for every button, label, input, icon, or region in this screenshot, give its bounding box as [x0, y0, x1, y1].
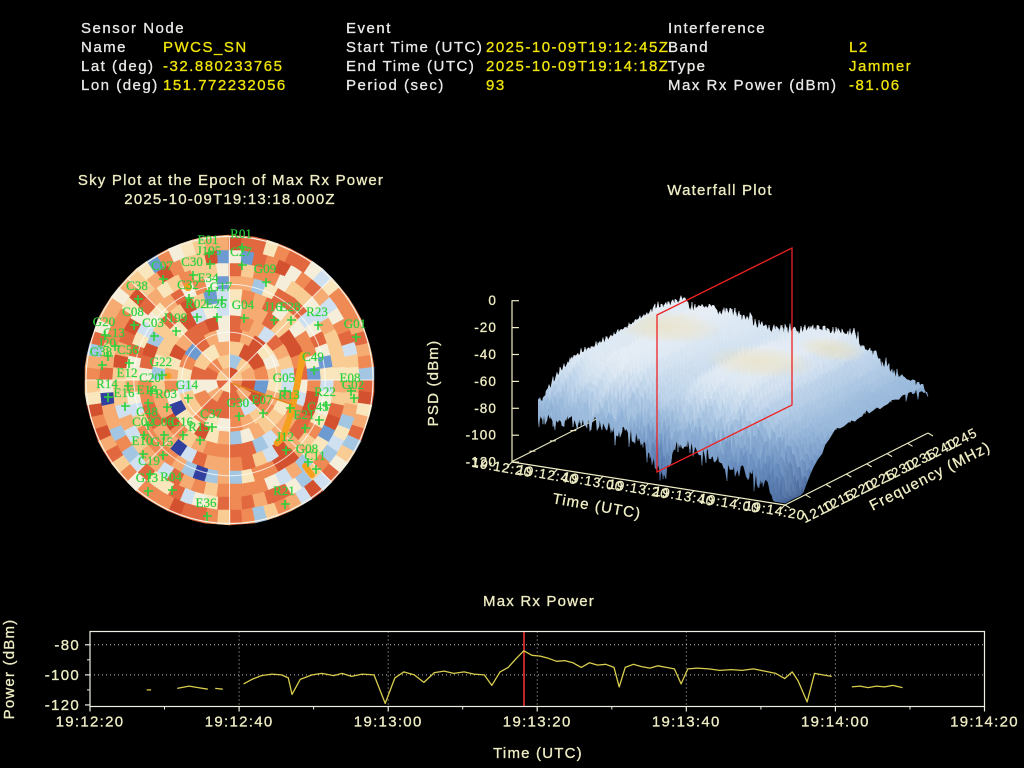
svg-text:C08: C08: [122, 304, 144, 319]
svg-text:2025-10-09T19:13:18.000Z: 2025-10-09T19:13:18.000Z: [124, 191, 335, 208]
svg-text:E18: E18: [137, 382, 158, 397]
svg-text:19:13:20: 19:13:20: [503, 714, 572, 731]
svg-text:19:13:40: 19:13:40: [652, 714, 721, 731]
svg-text:E07: E07: [252, 392, 273, 407]
svg-text:C27: C27: [230, 244, 252, 259]
svg-text:J16: J16: [264, 299, 283, 314]
svg-text:E12: E12: [117, 365, 138, 380]
svg-text:G38: G38: [90, 344, 112, 359]
svg-text:C13: C13: [103, 325, 125, 340]
svg-text:-100: -100: [45, 667, 80, 684]
svg-text:Time (UTC): Time (UTC): [493, 745, 583, 762]
svg-text:G02: G02: [342, 377, 364, 392]
svg-text:G17: G17: [210, 279, 233, 294]
svg-text:G09: G09: [254, 261, 276, 276]
svg-text:E10: E10: [132, 433, 153, 448]
svg-text:19:12:40: 19:12:40: [205, 714, 274, 731]
svg-text:J20: J20: [98, 335, 116, 350]
svg-text:-20: -20: [474, 320, 497, 335]
svg-text:C30: C30: [181, 254, 203, 269]
svg-text:E08: E08: [340, 370, 361, 385]
svg-text:G30: G30: [227, 395, 249, 410]
svg-text:E01: E01: [198, 232, 219, 247]
svg-text:G16: G16: [171, 414, 194, 429]
svg-text:19:14:20: 19:14:20: [950, 714, 1019, 731]
svg-text:0: 0: [488, 293, 497, 308]
svg-text:R15: R15: [188, 419, 210, 434]
svg-text:C03: C03: [142, 315, 164, 330]
svg-text:G15: G15: [151, 434, 173, 449]
svg-text:-80: -80: [54, 637, 80, 654]
svg-text:-120: -120: [466, 455, 497, 470]
svg-text:C02: C02: [132, 414, 154, 429]
svg-text:R03: R03: [155, 386, 177, 401]
svg-text:R13: R13: [278, 387, 300, 402]
svg-text:Waterfall Plot: Waterfall Plot: [667, 182, 772, 199]
svg-text:C07: C07: [151, 258, 173, 273]
svg-text:G13: G13: [136, 470, 158, 485]
svg-text:E26: E26: [206, 296, 227, 311]
svg-text:R22: R22: [314, 384, 336, 399]
svg-text:R21: R21: [273, 483, 295, 498]
svg-text:R14: R14: [96, 376, 118, 391]
svg-text:G20: G20: [93, 314, 115, 329]
svg-text:-100: -100: [466, 428, 497, 443]
svg-text:-120: -120: [45, 697, 80, 714]
svg-text:G08: G08: [296, 441, 318, 456]
svg-text:E36: E36: [196, 495, 217, 510]
svg-text:Time (UTC): Time (UTC): [551, 490, 642, 522]
svg-text:G22: G22: [150, 354, 172, 369]
svg-text:E16: E16: [114, 385, 135, 400]
svg-text:C37: C37: [200, 406, 222, 421]
svg-text:-80: -80: [474, 401, 497, 416]
svg-text:19:13:00: 19:13:00: [354, 714, 423, 731]
svg-text:-60: -60: [474, 374, 497, 389]
svg-text:Power (dBm): Power (dBm): [1, 619, 18, 720]
svg-text:C32: C32: [177, 277, 199, 292]
svg-text:C45: C45: [307, 399, 329, 414]
svg-text:C20: C20: [139, 370, 161, 385]
svg-text:C06: C06: [152, 414, 174, 429]
svg-text:19:12:20: 19:12:20: [56, 714, 125, 731]
svg-text:Max Rx Power: Max Rx Power: [483, 593, 595, 610]
svg-text:G01: G01: [344, 316, 366, 331]
svg-text:R04: R04: [160, 469, 182, 484]
svg-text:19:14:00: 19:14:00: [801, 714, 870, 731]
svg-text:C19: C19: [138, 453, 160, 468]
svg-text:E28: E28: [280, 299, 301, 314]
svg-text:PSD (dBm): PSD (dBm): [425, 340, 442, 427]
svg-text:G04: G04: [232, 297, 255, 312]
svg-text:R02: R02: [185, 296, 207, 311]
svg-text:G05: G05: [273, 370, 295, 385]
svg-text:C49: C49: [302, 349, 324, 364]
svg-text:J199: J199: [163, 310, 188, 325]
svg-text:J195: J195: [197, 243, 222, 258]
svg-text:R01: R01: [230, 226, 252, 241]
svg-text:-40: -40: [474, 347, 497, 362]
svg-text:E21: E21: [294, 407, 315, 422]
svg-text:C48: C48: [136, 404, 158, 419]
svg-text:Sky Plot at the Epoch of Max R: Sky Plot at the Epoch of Max Rx Power: [78, 172, 384, 189]
svg-text:C38: C38: [126, 278, 148, 293]
svg-text:J12: J12: [276, 429, 294, 444]
svg-text:C56: C56: [117, 342, 139, 357]
svg-text:C11: C11: [304, 448, 325, 463]
svg-text:G14: G14: [176, 377, 199, 392]
svg-text:R23: R23: [306, 304, 328, 319]
svg-text:E34: E34: [198, 270, 219, 285]
